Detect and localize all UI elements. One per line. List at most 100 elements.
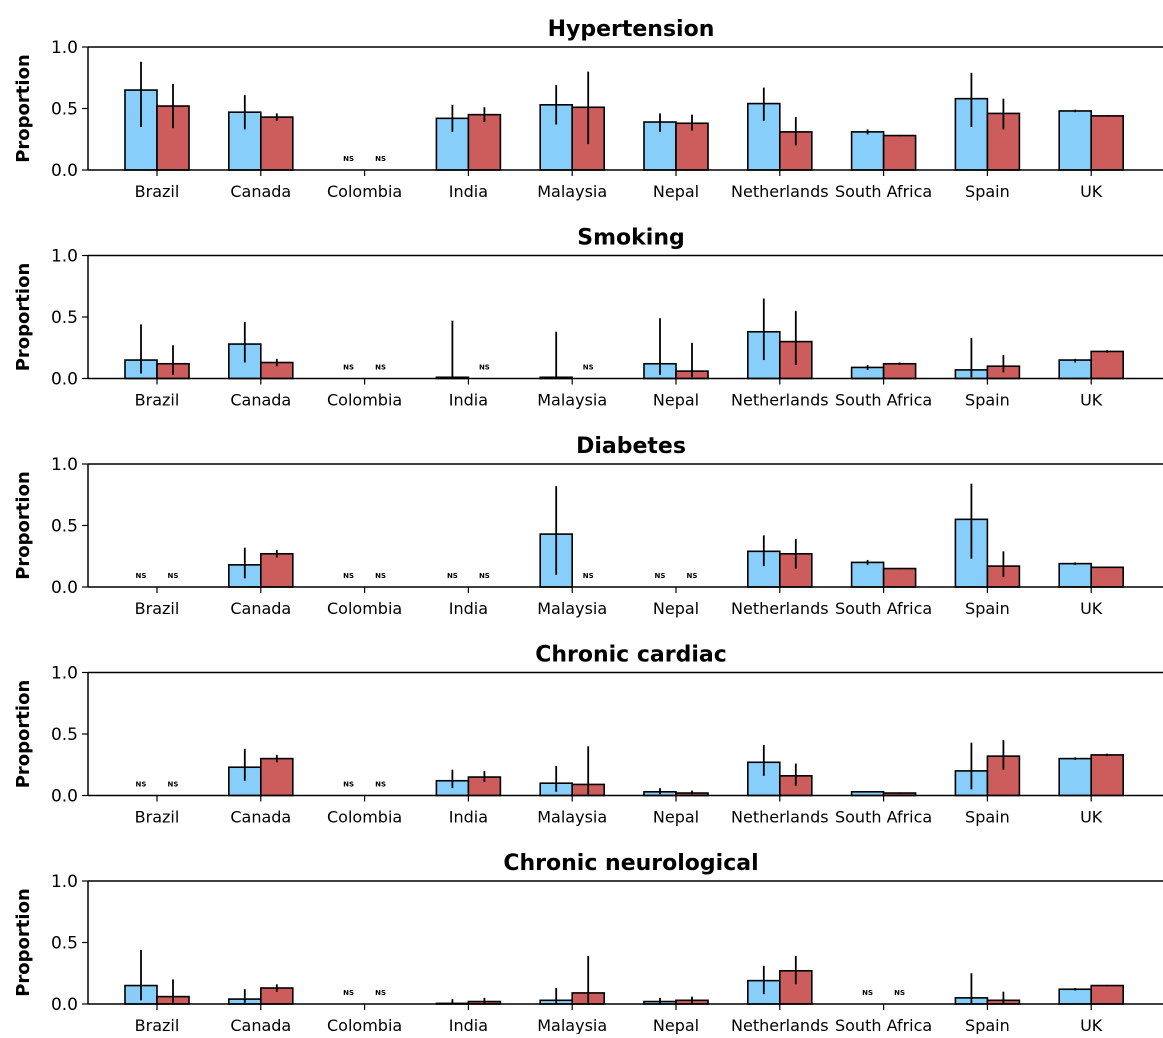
bar xyxy=(1090,350,1124,380)
ns-label: NS xyxy=(168,781,179,789)
bar xyxy=(850,131,885,171)
ns-label: NS xyxy=(168,572,179,580)
y-tick-label: 0.5 xyxy=(51,517,78,537)
y-tick-label: 0.0 xyxy=(51,995,78,1015)
x-tick-label: Spain xyxy=(965,182,1010,201)
x-tick-label: Netherlands xyxy=(731,1016,829,1034)
x-tick-label: Nepal xyxy=(653,808,699,827)
ns-label: NS xyxy=(343,989,354,997)
bar xyxy=(882,134,917,171)
y-axis-label: Proportion xyxy=(13,263,34,372)
bar xyxy=(259,552,294,588)
panel-2: Smoking Proportion 0.0 0.5 1.0 Brazil Canada NS… xyxy=(13,226,1163,410)
ns-label: NS xyxy=(375,364,386,372)
x-tick-label: Canada xyxy=(230,391,291,410)
x-tick-label: Malaysia xyxy=(537,599,607,618)
ns-label: NS xyxy=(375,155,386,163)
x-tick-label: India xyxy=(449,599,488,618)
x-tick-label: Malaysia xyxy=(537,808,607,827)
y-tick-label: 0.0 xyxy=(51,787,78,807)
x-tick-label: Canada xyxy=(230,808,291,827)
bar xyxy=(1058,988,1092,1005)
y-axis-label: Proportion xyxy=(13,888,34,997)
bar xyxy=(1090,115,1124,171)
bar xyxy=(1058,110,1092,171)
bar xyxy=(467,113,502,171)
x-tick-label: UK xyxy=(1080,808,1103,827)
y-tick-label: 0.0 xyxy=(51,370,78,390)
ns-label: NS xyxy=(862,989,873,997)
x-tick-label: Nepal xyxy=(653,599,699,618)
x-tick-label: UK xyxy=(1080,599,1103,618)
x-tick-label: Spain xyxy=(965,391,1010,410)
y-tick-label: 1.0 xyxy=(51,455,78,475)
x-tick-label: Canada xyxy=(230,182,291,201)
x-tick-label: Brazil xyxy=(135,808,180,827)
x-tick-label: Malaysia xyxy=(537,1016,607,1034)
y-axis-label: Proportion xyxy=(13,54,34,163)
y-tick-label: 0.5 xyxy=(51,725,78,745)
x-tick-label: Netherlands xyxy=(731,182,829,201)
x-tick-label: Malaysia xyxy=(537,182,607,201)
y-tick-label: 0.5 xyxy=(51,934,78,954)
ns-label: NS xyxy=(479,572,490,580)
ns-label: NS xyxy=(583,572,594,580)
panel-title: Smoking xyxy=(577,226,684,251)
x-tick-label: India xyxy=(449,1016,488,1034)
panel-title: Diabetes xyxy=(576,434,686,459)
x-tick-label: Colombia xyxy=(327,808,402,827)
ns-label: NS xyxy=(375,781,386,789)
ns-label: NS xyxy=(136,781,147,789)
y-tick-label: 0.0 xyxy=(51,578,78,598)
x-tick-label: India xyxy=(449,808,488,827)
x-tick-label: Colombia xyxy=(327,599,402,618)
x-tick-label: South Africa xyxy=(835,808,932,827)
panel-1: Hypertension Proportion 0.0 0.5 1.0 Brazil Can… xyxy=(13,17,1163,201)
bar xyxy=(259,116,294,171)
x-tick-label: Colombia xyxy=(327,1016,402,1034)
x-tick-label: South Africa xyxy=(835,599,932,618)
x-tick-label: Spain xyxy=(965,808,1010,827)
x-tick-label: Colombia xyxy=(327,391,402,410)
x-tick-label: South Africa xyxy=(835,1016,932,1034)
x-tick-label: Brazil xyxy=(135,182,180,201)
panel-3: Diabetes Proportion 0.0 0.5 1.0 NS NS Brazil Can… xyxy=(13,434,1163,618)
bar xyxy=(1058,757,1092,797)
x-tick-label: UK xyxy=(1080,1016,1103,1034)
bar xyxy=(1090,566,1124,588)
bar xyxy=(259,757,294,797)
x-tick-label: Canada xyxy=(230,1016,291,1034)
bar xyxy=(850,561,885,588)
ns-label: NS xyxy=(375,989,386,997)
panel-4: Chronic cardiac Proportion 0.0 0.5 1.0 NS NS Br… xyxy=(13,643,1163,827)
x-tick-label: Netherlands xyxy=(731,391,829,410)
ns-label: NS xyxy=(687,572,698,580)
x-tick-label: Spain xyxy=(965,1016,1010,1034)
x-tick-label: UK xyxy=(1080,182,1103,201)
x-tick-label: India xyxy=(449,391,488,410)
x-tick-label: Nepal xyxy=(653,1016,699,1034)
x-tick-label: Brazil xyxy=(135,599,180,618)
ns-label: NS xyxy=(479,364,490,372)
panel-title: Chronic neurological xyxy=(503,851,758,876)
y-axis-label: Proportion xyxy=(13,680,34,789)
x-tick-label: India xyxy=(449,182,488,201)
x-tick-label: Netherlands xyxy=(731,808,829,827)
bar xyxy=(1090,754,1124,797)
panel-5: Chronic neurological Proportion 0.0 0.5 1.0 B… xyxy=(13,851,1163,1035)
x-tick-label: Brazil xyxy=(135,391,180,410)
x-tick-label: Malaysia xyxy=(537,391,607,410)
y-tick-label: 1.0 xyxy=(51,38,78,58)
x-tick-label: Spain xyxy=(965,599,1010,618)
bar xyxy=(882,362,917,380)
panel-title: Hypertension xyxy=(548,17,715,42)
bar xyxy=(1058,359,1092,380)
y-tick-label: 1.0 xyxy=(51,247,78,267)
y-tick-label: 0.5 xyxy=(51,308,78,328)
bar xyxy=(675,122,709,171)
x-tick-label: Brazil xyxy=(135,1016,180,1034)
ns-label: NS xyxy=(894,989,905,997)
x-tick-label: Netherlands xyxy=(731,599,829,618)
